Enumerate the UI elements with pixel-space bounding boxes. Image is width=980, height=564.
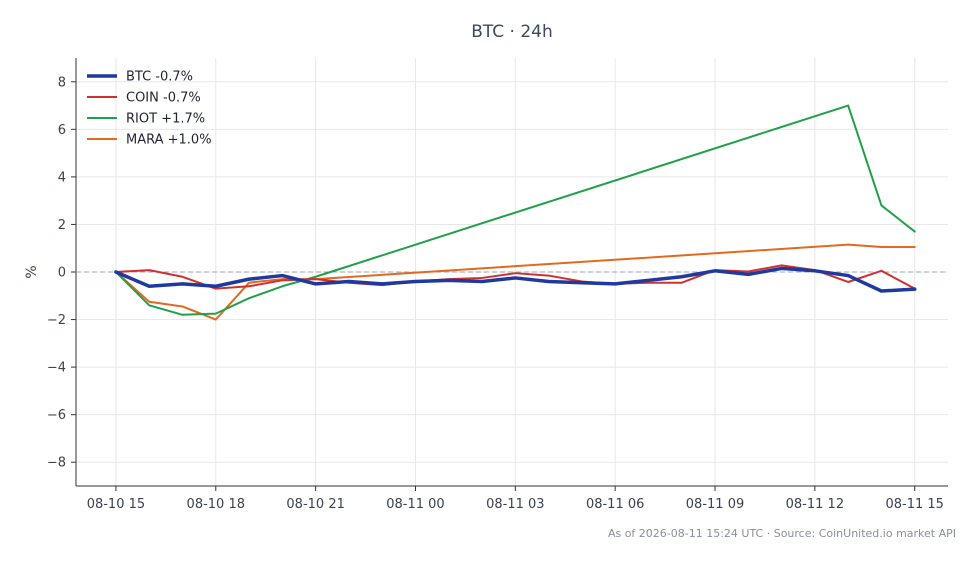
y-tick-label: 6 [58,123,66,138]
series-line-mara [114,243,916,321]
series-layer [114,104,917,321]
y-axis-label: % [24,265,40,278]
x-tick-label: 08-10 21 [286,497,344,512]
legend-label: MARA +1.0% [126,133,212,148]
axis-ticks: −8 −6 −4 −2 0 2 4 6 8 08-10 15 08-10 18 08-10 21 08-… [47,75,944,512]
legend-label: RIOT +1.7% [126,112,205,127]
x-tick-label: 08-11 06 [586,497,644,512]
legend: BTC -0.7% COIN -0.7% RIOT +1.7% MARA +1.0% [87,70,212,148]
series-line-coin [114,264,916,290]
x-tick-label: 08-10 15 [87,497,145,512]
y-tick-label: −2 [47,313,66,328]
x-tick-label: 08-10 18 [187,497,245,512]
legend-label: COIN -0.7% [126,91,201,106]
y-tick-label: −8 [47,456,66,471]
x-tick-label: 08-11 03 [486,497,544,512]
chart-title: BTC · 24h [471,22,553,42]
y-tick-label: 2 [58,218,66,233]
footer-note: As of 2026-08-11 15:24 UTC · Source: Coi… [608,527,956,540]
y-tick-label: −6 [47,408,66,423]
x-tick-label: 08-11 00 [386,497,444,512]
legend-label: BTC -0.7% [126,70,193,85]
y-tick-label: −4 [47,361,66,376]
y-tick-label: 4 [58,170,66,185]
y-tick-label: 8 [58,75,66,90]
x-tick-label: 08-11 12 [786,497,844,512]
y-tick-label: 0 [58,266,66,281]
series-line-btc [114,266,917,293]
x-tick-label: 08-11 15 [885,497,943,512]
series-line-riot [114,104,916,316]
x-tick-label: 08-11 09 [686,497,744,512]
